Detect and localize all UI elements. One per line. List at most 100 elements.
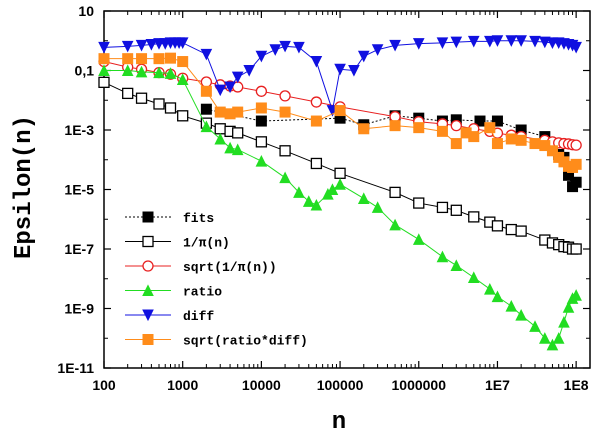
legend-marker (142, 235, 154, 248)
x-tick-label: 1E7 (485, 377, 510, 393)
data-point (371, 44, 384, 56)
data-point (436, 125, 448, 137)
y-tick-label: 1E-7 (64, 241, 94, 257)
data-point (450, 120, 462, 132)
data-point (200, 85, 212, 97)
data-point (153, 53, 165, 65)
data-point (200, 120, 213, 133)
data-point (334, 63, 346, 76)
legend-label: 1/π(n) (183, 236, 230, 251)
legend-item: diff (125, 309, 214, 324)
legend-item: fits (125, 211, 214, 226)
data-point (255, 85, 268, 97)
y-axis-title: Epsilon(n) (11, 115, 38, 259)
data-point (164, 102, 177, 114)
legend: fits 1/π(n) sqrt(1/π(n)) ratio diff sqrt(rati… (125, 211, 308, 349)
data-point (570, 158, 582, 170)
data-point (484, 282, 496, 295)
data-point (505, 35, 518, 47)
data-point (450, 36, 463, 49)
series-ratio (98, 64, 582, 351)
data-point (412, 38, 425, 50)
data-point (558, 315, 570, 328)
data-point (121, 40, 134, 53)
legend-item: sqrt(1/π(n)) (125, 260, 277, 275)
data-point (164, 67, 177, 79)
data-point (98, 64, 110, 76)
data-point (467, 271, 480, 284)
data-point (98, 53, 110, 65)
data-point (214, 106, 226, 118)
data-point (348, 65, 360, 77)
data-point (546, 338, 559, 351)
data-point (529, 35, 541, 48)
y-tick-label: 10 (78, 3, 94, 19)
legend-label: sqrt(ratio*diff) (183, 334, 308, 349)
data-point (468, 131, 480, 143)
data-point (255, 136, 268, 148)
data-point (310, 115, 322, 127)
data-point (279, 90, 291, 102)
data-point (570, 176, 582, 188)
legend-label: sqrt(1/π(n)) (183, 260, 277, 275)
data-point (255, 115, 267, 127)
data-point (474, 115, 486, 127)
data-point (214, 132, 227, 145)
x-axis-title: n (332, 409, 346, 435)
data-point (176, 73, 189, 85)
axes: 100 1000 10000 100000 1000000 1E7 1E8 10 0,1 1E-3… (57, 3, 591, 393)
data-point (413, 197, 425, 209)
data-point (389, 120, 401, 132)
legend-marker (142, 211, 154, 223)
data-point (310, 198, 323, 211)
data-point (358, 123, 370, 135)
legend-marker (142, 309, 154, 322)
data-point (232, 106, 244, 118)
data-point (279, 106, 291, 118)
data-point (529, 138, 541, 150)
data-point (468, 211, 480, 223)
y-tick-label: 0,1 (75, 63, 95, 79)
legend-marker (142, 284, 154, 296)
legend-item: 1/π(n) (125, 236, 230, 251)
data-point (176, 37, 189, 49)
data-point (177, 110, 189, 122)
data-point (412, 233, 425, 245)
data-point (539, 36, 551, 49)
data-point (177, 56, 189, 68)
data-point (232, 127, 244, 139)
data-point (515, 308, 527, 321)
data-point (224, 81, 236, 94)
y-tick-label: 1E-11 (57, 360, 94, 376)
data-point (505, 223, 517, 236)
data-point (153, 98, 165, 110)
data-point (153, 66, 165, 79)
data-point (436, 37, 449, 49)
data-point (310, 56, 323, 68)
data-point (515, 134, 527, 146)
data-point (371, 201, 384, 213)
data-point (200, 76, 213, 88)
data-point (389, 186, 401, 199)
legend-item: sqrt(ratio*diff) (125, 334, 308, 349)
data-point (145, 38, 158, 51)
data-point (436, 250, 449, 263)
data-point (98, 76, 110, 88)
data-point (334, 178, 346, 190)
data-point (491, 115, 503, 127)
data-point (279, 145, 291, 157)
data-point (279, 40, 291, 53)
data-point (200, 48, 213, 61)
data-point (135, 65, 148, 78)
data-point (570, 41, 582, 54)
data-point (450, 138, 462, 150)
legend-label: ratio (183, 285, 222, 300)
data-point (135, 92, 148, 104)
data-point (515, 225, 527, 237)
data-point (293, 41, 305, 54)
y-tick-label: 1E-5 (64, 182, 94, 198)
data-point (505, 133, 517, 145)
data-point (546, 145, 558, 157)
